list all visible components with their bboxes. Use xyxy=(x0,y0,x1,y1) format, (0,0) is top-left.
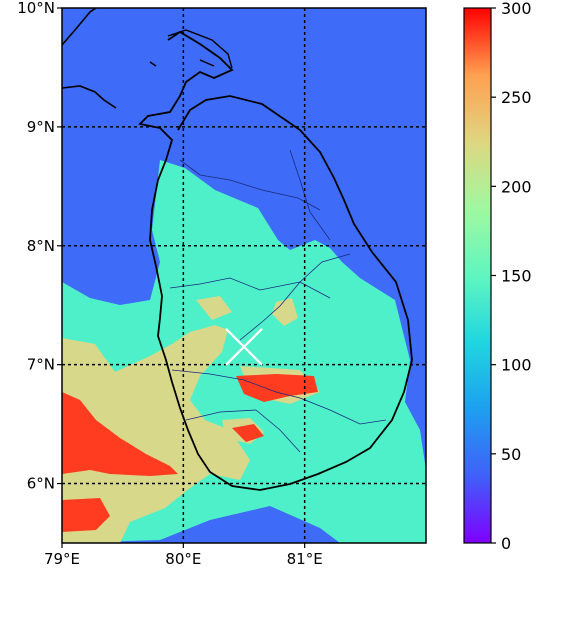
x-tick-label: 81°E xyxy=(287,550,323,568)
storm-marker-layer xyxy=(225,328,263,366)
y-tick-label: 9°N xyxy=(27,118,55,136)
colorbar-tick-label: 200 xyxy=(501,177,532,196)
river-4 xyxy=(171,369,301,399)
y-tick-label: 6°N xyxy=(27,475,55,493)
map-frame xyxy=(61,7,427,544)
colorbar-tick-label: 300 xyxy=(501,0,532,18)
colorbar-tick-label: 250 xyxy=(501,88,532,107)
storm-center-marker xyxy=(225,328,263,366)
colorbar-tick-label: 50 xyxy=(501,445,521,464)
x-tick-label: 79°E xyxy=(44,550,80,568)
river-3 xyxy=(239,253,351,341)
contour-level-280-c xyxy=(236,374,318,402)
colorbar-ticks: 300 250 200 150 100 50 0 xyxy=(491,0,532,553)
contour-level-200-c xyxy=(272,298,298,326)
map-panel: 79°E 80°E 81°E 10°N 9°N 8°N 7°N 6°N xyxy=(17,0,427,568)
rainfall-contours xyxy=(62,160,426,543)
colorbar-tick-label: 0 xyxy=(501,534,511,553)
river-1 xyxy=(179,159,321,211)
contour-level-200-b xyxy=(196,296,232,320)
contour-level-200 xyxy=(62,325,250,543)
colorbar-gradient xyxy=(463,7,492,544)
y-axis-ticks: 10°N 9°N 8°N 7°N 6°N xyxy=(17,0,62,493)
river-6 xyxy=(299,397,387,425)
y-tick-label: 8°N xyxy=(27,237,55,255)
x-axis-ticks: 79°E 80°E 81°E xyxy=(44,543,323,568)
y-tick-label: 10°N xyxy=(17,0,55,17)
colorbar-tick-label: 100 xyxy=(501,356,532,375)
colorbar-tick-label: 150 xyxy=(501,267,532,286)
river-5 xyxy=(185,409,301,453)
contour-level-280 xyxy=(62,392,178,476)
contour-level-280-d xyxy=(232,424,264,442)
gridlines xyxy=(62,8,426,543)
jaffna-coast xyxy=(149,29,233,69)
y-tick-label: 7°N xyxy=(27,356,55,374)
contour-level-280-b xyxy=(62,498,110,532)
x-tick-label: 80°E xyxy=(165,550,201,568)
colorbar: 300 250 200 150 100 50 0 xyxy=(463,0,532,553)
indian-coastline xyxy=(62,8,117,109)
